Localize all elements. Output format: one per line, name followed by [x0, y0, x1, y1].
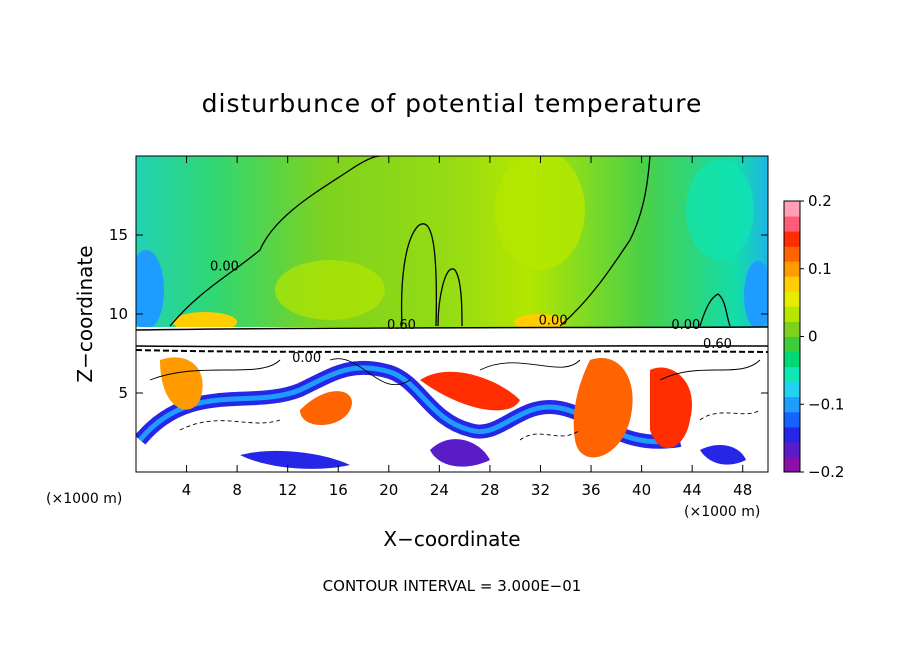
contour-line [149, 358, 761, 386]
cold-anomaly [744, 261, 768, 329]
chart-title: disturbunce of potential temperature [202, 89, 703, 118]
x-tick-label: 24 [430, 481, 449, 499]
x-tick-label: 48 [733, 481, 752, 499]
contour-label: 0.60 [703, 337, 732, 352]
x-tick-label: 36 [581, 481, 600, 499]
heatmap-field [136, 156, 768, 472]
colorbar-swatch [784, 321, 800, 337]
contour-label: 0.00 [210, 260, 239, 275]
contour-line [136, 345, 768, 348]
inversion-band [136, 327, 768, 349]
colorbar-swatch [784, 396, 800, 413]
contour-label: 0.60 [387, 318, 416, 333]
x-tick-label: 20 [379, 481, 398, 499]
colorbar-swatch [784, 291, 800, 307]
x-unit-left: (×1000 m) [46, 491, 122, 507]
x-tick-label: 40 [632, 481, 651, 499]
x-unit-right: (×1000 m) [684, 504, 760, 520]
cold-eddy [240, 450, 350, 469]
warm-eddy [300, 391, 352, 425]
colorbar-tick-label: 0.2 [808, 192, 832, 210]
colorbar-tick-label: 0.1 [808, 260, 832, 278]
y-tick-label: 5 [118, 384, 128, 402]
colorbar-swatch [784, 336, 800, 353]
contour-line [169, 156, 381, 327]
colorbar-swatch [784, 381, 800, 398]
upper-layer-field [136, 156, 768, 328]
contour-line [400, 223, 437, 327]
colorbar-swatch [784, 216, 800, 232]
x-tick-label: 28 [480, 481, 499, 499]
warm-eddy [420, 371, 520, 411]
colorbar-tick-label: −0.1 [808, 395, 844, 413]
cold-eddy [430, 439, 490, 467]
cold-eddy [138, 365, 681, 445]
warm-anomaly [514, 314, 566, 330]
cold-eddy [700, 445, 746, 465]
cold-anomaly [136, 250, 164, 330]
colorbar-swatch [784, 366, 800, 383]
colorbar-swatch [784, 426, 800, 443]
colorbar-swatch [784, 441, 800, 458]
contour-line [699, 293, 731, 327]
colorbar: 0.2 0.1 0 −0.1 −0.2 [783, 192, 844, 481]
x-tick-label: 4 [182, 481, 192, 499]
x-axis: 4 8 12 16 20 24 28 32 36 40 44 48 [182, 156, 752, 499]
colorbar-swatch [784, 276, 800, 292]
warm-eddy [650, 367, 692, 449]
colorbar-swatch [784, 456, 800, 473]
colorbar-tick-label: −0.2 [808, 463, 844, 481]
y-tick-label: 15 [109, 226, 128, 244]
contour-line-dashed [179, 409, 761, 441]
contour-label: 0.00 [292, 351, 321, 366]
colorbar-swatch [784, 411, 800, 428]
x-tick-label: 44 [683, 481, 702, 499]
warm-eddy [573, 358, 633, 458]
warm-anomaly [275, 260, 385, 320]
contour-interval-note: CONTOUR INTERVAL = 3.000E−01 [323, 577, 582, 595]
colorbar-swatch [784, 231, 800, 247]
y-axis: 5 10 15 [109, 226, 768, 402]
contour-line [136, 326, 768, 331]
warm-anomaly [495, 156, 585, 270]
colorbar-swatch [784, 351, 800, 368]
contour-line [559, 156, 651, 327]
x-tick-label: 8 [232, 481, 242, 499]
colorbar-swatch [784, 306, 800, 322]
y-tick-label: 10 [109, 305, 128, 323]
colorbar-swatch [784, 246, 800, 262]
colorbar-tick-label: 0 [808, 328, 818, 346]
warm-eddy [160, 357, 203, 410]
contour-labels: 0.000.60 0.00 0.000.600.00 [210, 260, 732, 367]
x-tick-label: 32 [531, 481, 550, 499]
colorbar-swatch [784, 201, 800, 217]
contour-label: 0.00 [539, 313, 568, 328]
contour-label: 0.00 [671, 318, 700, 333]
x-tick-label: 16 [329, 481, 348, 499]
x-axis-label: X−coordinate [383, 527, 520, 551]
colorbar-swatch [784, 261, 800, 277]
contour-line [437, 268, 463, 327]
cold-anomaly [686, 160, 754, 260]
contour-line-dashed [136, 349, 768, 353]
x-tick-label: 12 [278, 481, 297, 499]
y-axis-label: Z−coordinate [73, 245, 97, 382]
